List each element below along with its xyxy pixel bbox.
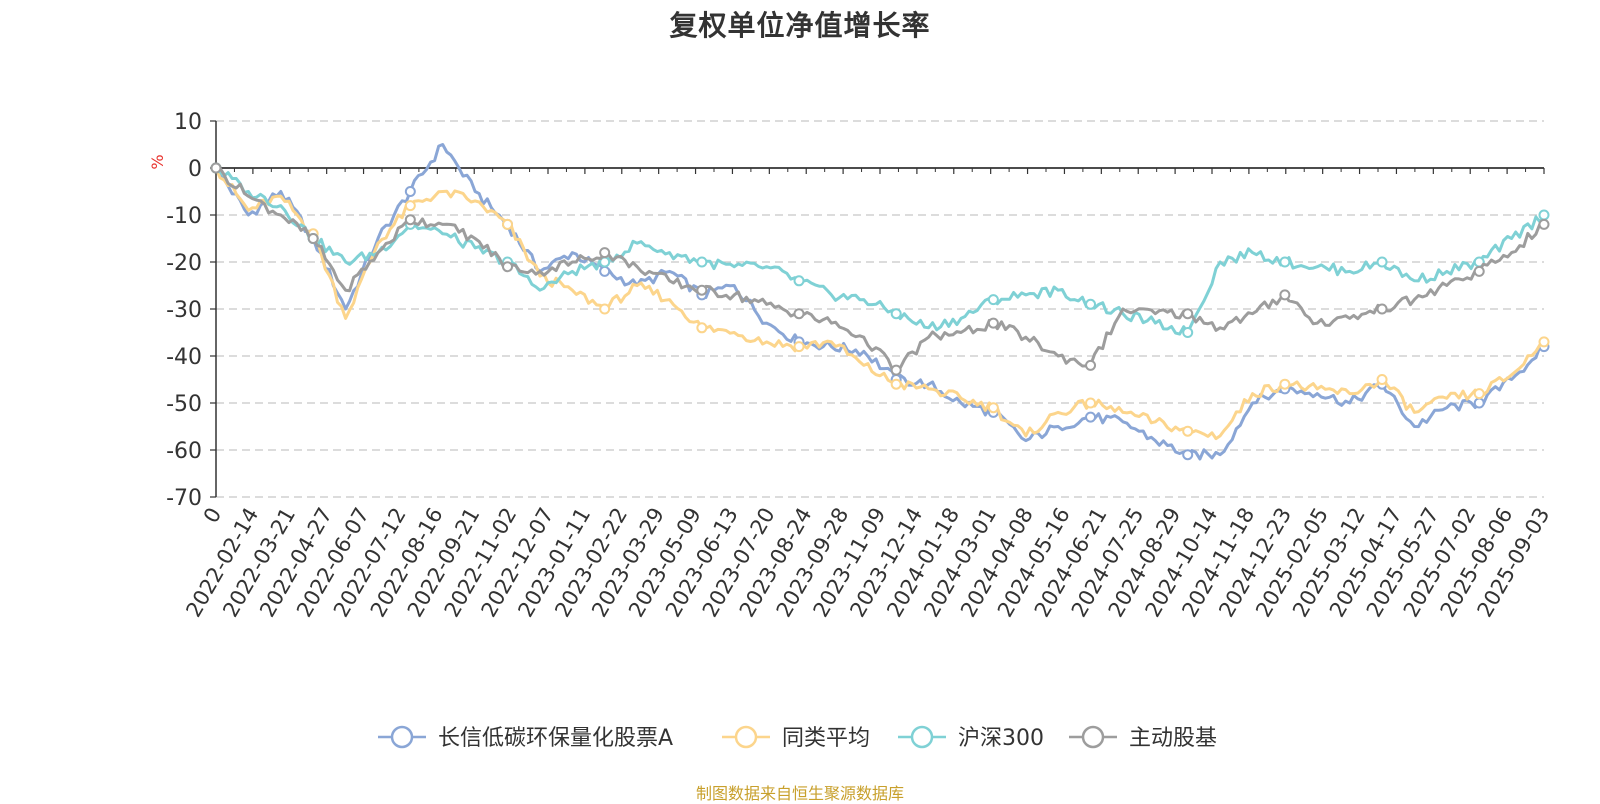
data-point: [793, 341, 805, 353]
data-point: [793, 308, 805, 320]
data-point: [1182, 425, 1194, 437]
data-point: [1182, 308, 1194, 320]
x-tick-label: 0: [199, 504, 226, 528]
y-tick-label: -10: [166, 204, 202, 229]
data-point: [890, 308, 902, 320]
axis-layer: 100-10-20-30-40-50-60-70%02022-02-142022…: [148, 110, 1554, 621]
legend-label: 沪深300: [958, 726, 1044, 751]
data-point: [1085, 411, 1097, 423]
series-line-3: [214, 166, 1546, 336]
chart-title: 复权单位净值增长率: [669, 9, 931, 42]
legend-label: 长信低碳环保量化股票A: [438, 726, 673, 751]
y-tick-label: -30: [166, 298, 202, 323]
data-point: [404, 200, 416, 212]
legend-marker: [390, 725, 414, 749]
data-point: [1182, 449, 1194, 461]
data-point: [1279, 256, 1291, 268]
data-point: [1473, 397, 1485, 409]
data-point: [696, 284, 708, 296]
y-axis-label: %: [148, 154, 167, 169]
data-point: [987, 294, 999, 306]
data-point: [1376, 303, 1388, 315]
y-tick-label: 10: [174, 110, 202, 135]
data-point: [890, 378, 902, 390]
data-point: [599, 247, 611, 259]
series-line-4: [215, 166, 1545, 372]
legend-marker: [734, 725, 758, 749]
series-line-1: [215, 143, 1545, 461]
data-point: [987, 402, 999, 414]
data-point: [599, 303, 611, 315]
series-layer: [210, 143, 1550, 461]
data-point: [696, 322, 708, 334]
series-line-2: [214, 167, 1545, 441]
legend-marker: [910, 725, 934, 749]
data-point: [404, 214, 416, 226]
data-point: [696, 256, 708, 268]
data-point: [890, 364, 902, 376]
y-tick-label: -40: [166, 345, 202, 370]
y-tick-label: -60: [166, 439, 202, 464]
data-point: [404, 186, 416, 197]
data-point: [502, 218, 514, 230]
data-point: [502, 261, 514, 273]
data-point: [1538, 336, 1550, 348]
y-tick-label: -50: [166, 392, 202, 417]
data-point: [1085, 359, 1097, 371]
data-point: [1279, 289, 1291, 301]
data-point: [1538, 209, 1550, 221]
data-point: [210, 162, 222, 174]
y-tick-label: -70: [166, 486, 202, 511]
data-point: [1182, 327, 1194, 338]
legend-label: 同类平均: [782, 726, 870, 751]
source-note: 制图数据来自恒生聚源数据库: [695, 784, 904, 803]
grid-layer: [216, 120, 1544, 498]
data-point: [1085, 397, 1097, 409]
legend-marker: [1081, 725, 1105, 749]
data-point: [599, 265, 611, 277]
data-point: [793, 275, 805, 287]
legend: 长信低碳环保量化股票A 同类平均 沪深300 主动股基: [378, 725, 1217, 751]
data-point: [1473, 388, 1485, 400]
legend-label: 主动股基: [1129, 726, 1217, 751]
data-point: [1085, 298, 1097, 310]
data-point: [1538, 218, 1550, 230]
data-point: [1376, 374, 1388, 385]
y-tick-label: -20: [166, 251, 202, 276]
y-tick-label: 0: [188, 157, 202, 182]
data-point: [1376, 256, 1388, 268]
data-point: [1473, 265, 1485, 277]
data-point: [1279, 378, 1291, 390]
data-point: [307, 233, 319, 244]
data-point: [987, 317, 999, 329]
